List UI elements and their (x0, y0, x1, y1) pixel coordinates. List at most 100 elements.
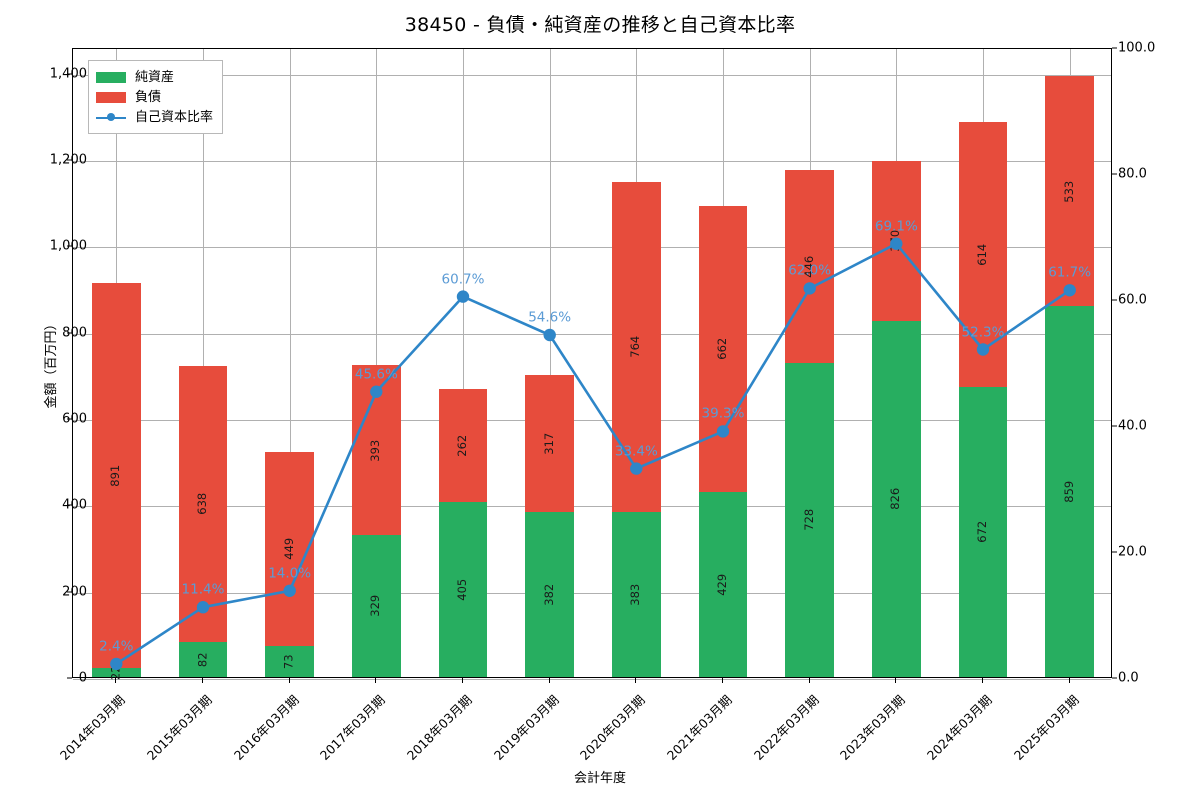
bar-segment-equity[interactable]: 859 (1045, 306, 1094, 677)
bar-segment-equity[interactable]: 728 (785, 362, 834, 677)
x-axis-title: 会計年度 (573, 771, 626, 786)
gridline-horizontal (73, 592, 1111, 594)
gridline-vertical (289, 49, 291, 677)
legend-label-equity-ratio: 自己資本比率 (135, 109, 214, 125)
bar-segment-liabilities[interactable]: 449 (265, 451, 314, 646)
bar-segment-equity[interactable]: 82 (178, 641, 228, 677)
line-point-label: 60.7% (441, 271, 485, 288)
bar-group[interactable]: 429 662 (698, 47, 748, 677)
y-tick-mark-right (1112, 425, 1117, 427)
line-path-equity-ratio (115, 242, 1071, 665)
gridline-vertical (549, 49, 551, 677)
page-title: 38450 - 負債・純資産の推移と自己資本比率 (404, 14, 796, 36)
legend-swatch-equity (96, 71, 126, 83)
y-tick-mark-left (67, 245, 72, 247)
y-axis-left-title-wrap: 金額（百万円） (12, 48, 59, 678)
y-tick-label-left: 600 (62, 411, 87, 427)
y-tick-mark-left (67, 73, 72, 75)
bar-group[interactable]: 728 446 (785, 47, 834, 677)
bar-segment-liabilities[interactable]: 638 (178, 366, 228, 642)
bar-segment-equity[interactable]: 73 (265, 645, 314, 677)
y-tick-mark-left (67, 591, 72, 593)
bar-segment-liabilities[interactable]: 764 (612, 182, 661, 512)
gridline-horizontal (73, 74, 1111, 76)
bar-group[interactable]: 859 533 (1045, 47, 1094, 677)
gridline-horizontal (73, 161, 1111, 163)
bar-segment-equity[interactable]: 382 (525, 512, 574, 677)
line-marker[interactable] (283, 584, 296, 597)
bar-group[interactable]: 73 449 (265, 47, 314, 677)
y-tick-mark-right (1112, 47, 1117, 49)
x-tick-mark (982, 678, 983, 683)
gridline-vertical (463, 49, 464, 677)
bar-segment-liabilities[interactable]: 662 (698, 206, 748, 492)
line-marker[interactable] (370, 385, 383, 398)
x-tick-mark (1068, 678, 1070, 683)
line-marker[interactable] (543, 328, 556, 342)
x-tick-mark (288, 678, 290, 683)
bar-segment-equity[interactable]: 405 (438, 502, 488, 677)
line-point-label: 62.0% (788, 262, 832, 279)
y-tick-mark-right (1112, 551, 1117, 553)
line-series-layer (110, 237, 1076, 671)
line-point-label: 61.7% (1048, 264, 1092, 281)
bar-segment-equity[interactable]: 22 (92, 665, 141, 680)
bar-segment-liabilities[interactable]: 533 (1045, 76, 1094, 307)
bar-segment-liabilities[interactable]: 891 (92, 283, 141, 668)
y-tick-label-left: 0 (78, 670, 87, 686)
legend-label-liabilities: 負債 (135, 89, 162, 105)
line-marker[interactable] (630, 462, 643, 475)
legend-label-equity: 純資産 (135, 69, 175, 85)
y-tick-mark-right (1112, 677, 1117, 679)
bar-group[interactable]: 383 764 (612, 47, 661, 677)
bar-group[interactable]: 405 262 (438, 47, 488, 677)
line-marker[interactable] (196, 601, 210, 614)
bar-group[interactable]: 826370 (872, 47, 921, 677)
bar-segment-equity[interactable]: 826 (872, 320, 921, 677)
gridline-vertical (203, 49, 204, 677)
x-tick-mark (375, 678, 377, 683)
bar-segment-equity[interactable]: 672 (958, 387, 1008, 677)
bar-segment-liabilities[interactable]: 446 (785, 170, 834, 363)
line-marker[interactable] (1063, 284, 1076, 297)
x-tick-mark (548, 678, 550, 683)
y-tick-mark-left (67, 504, 72, 506)
legend-item-equity-ratio: 自己資本比率 (96, 107, 213, 127)
legend-item-liabilities: 負債 (96, 87, 213, 107)
x-tick-mark (202, 678, 203, 683)
x-tick-mark (462, 678, 463, 683)
line-marker[interactable] (976, 343, 990, 356)
bar-series-layer: 22 891 82 638 73 449 329 393 405 262 382 317 383 764 4… (73, 47, 1111, 680)
line-point-label: 2.4% (99, 638, 134, 655)
bar-group[interactable]: 22 891 (92, 47, 141, 680)
gridline-vertical (376, 49, 378, 677)
line-point-labels: 2.4% 11.4% 14.0% 45.6% 60.7% 54.6% 33.4% 39.3% 6… (73, 49, 1111, 677)
line-marker[interactable] (716, 425, 730, 438)
gridline-horizontal (73, 506, 1111, 508)
line-marker[interactable] (890, 237, 903, 250)
y-tick-label-right: 0.0 (1118, 670, 1139, 686)
bar-segment-equity[interactable]: 383 (612, 511, 661, 677)
line-point-label: 33.4% (614, 443, 658, 460)
bar-segment-equity[interactable]: 329 (352, 535, 401, 677)
y-tick-mark-right (1112, 299, 1117, 301)
bar-segment-liabilities[interactable]: 262 (438, 389, 488, 503)
legend-swatch-liabilities (96, 91, 126, 103)
y-tick-label-left: 400 (62, 497, 87, 513)
legend-item-equity: 純資産 (96, 67, 213, 87)
y-axis-right-title-wrap: 自己資本比率 (%) (1168, 48, 1188, 678)
bar-group[interactable]: 382 317 (525, 47, 574, 677)
line-marker[interactable] (110, 657, 123, 671)
bar-segment-equity[interactable]: 429 (698, 491, 748, 677)
bar-segment-liabilities[interactable]: 614 (958, 122, 1008, 388)
bar-group[interactable]: 82 638 (178, 47, 228, 677)
bar-segment-liabilities[interactable]: 317 (525, 375, 574, 513)
legend-line-equity-ratio (96, 112, 126, 123)
bar-group[interactable]: 672 614 (958, 47, 1008, 677)
line-marker[interactable] (456, 290, 470, 303)
y-tick-mark-right (1112, 173, 1117, 175)
x-tick-mark (895, 678, 897, 683)
line-marker[interactable] (803, 282, 816, 295)
y-tick-mark-left (67, 159, 72, 161)
